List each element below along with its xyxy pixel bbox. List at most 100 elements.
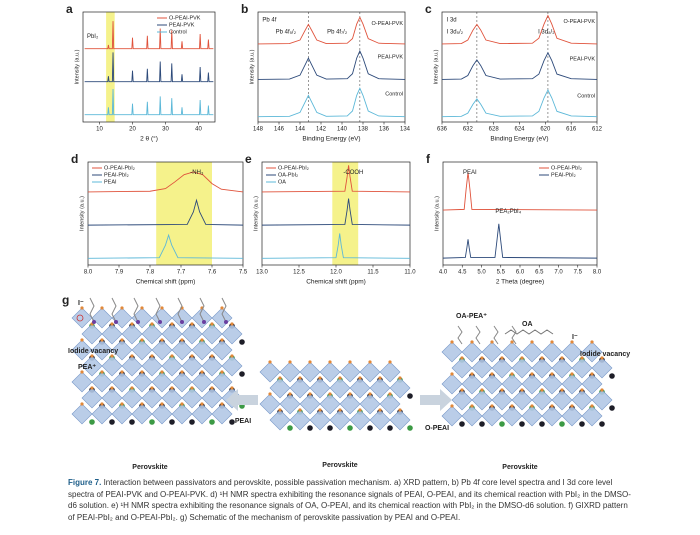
annotation: I 3d — [447, 17, 457, 23]
iodide — [140, 338, 144, 342]
y-axis-label: Intensity (a.u.) — [79, 196, 85, 231]
iodide — [540, 356, 544, 360]
oa-molecule — [457, 325, 463, 345]
x-tick-label: 632 — [463, 127, 474, 133]
spectrum-line — [257, 87, 406, 118]
x-tick-label: 4.5 — [458, 270, 467, 276]
octahedron — [191, 339, 213, 361]
octahedron — [171, 371, 193, 393]
iodide — [90, 354, 94, 358]
legend-label: OA — [278, 179, 286, 185]
octahedron — [481, 341, 503, 363]
iodide — [510, 340, 514, 344]
x-tick-label: 7.6 — [208, 270, 217, 276]
x-axis-label: 2 Theta (degree) — [496, 279, 544, 286]
x-tick-label: 144 — [295, 127, 306, 133]
x-tick-label: 11.5 — [367, 270, 379, 276]
plot-frame — [82, 11, 216, 123]
x-tick-label: 628 — [489, 127, 500, 133]
octahedron — [289, 377, 311, 399]
octahedron — [269, 409, 291, 431]
x-tick-label: 138 — [358, 127, 369, 133]
cation — [609, 405, 615, 411]
x-tick-label: 20 — [129, 127, 136, 133]
pea-molecule — [221, 297, 227, 323]
iodide — [80, 306, 84, 310]
annotation: I 3d₅/₂ — [447, 29, 464, 35]
x-tick-label: 10 — [96, 127, 103, 133]
plot-frame — [441, 11, 598, 123]
panel-letter: b — [241, 2, 248, 16]
octahedron — [279, 361, 301, 383]
oa-molecule — [511, 325, 517, 345]
iodide — [338, 408, 342, 412]
iodide — [120, 306, 124, 310]
octahedron — [551, 357, 573, 379]
octahedron — [591, 389, 613, 411]
spectrum-line — [87, 233, 244, 259]
octahedron — [309, 409, 331, 431]
octahedron — [501, 341, 523, 363]
iodide — [80, 370, 84, 374]
octahedron — [521, 341, 543, 363]
octahedron — [201, 387, 223, 409]
octahedron — [81, 355, 103, 377]
octahedron — [181, 387, 203, 409]
octahedron — [339, 393, 361, 415]
nitrogen — [224, 320, 228, 324]
octahedron — [191, 403, 213, 425]
iodide — [190, 386, 194, 390]
x-tick-label: 11.0 — [404, 270, 416, 276]
iodide — [288, 360, 292, 364]
octahedron — [71, 371, 93, 393]
x-tick-label: 148 — [253, 127, 264, 133]
iodide — [540, 388, 544, 392]
y-axis-label: Intensity (a.u.) — [74, 49, 80, 84]
iodide — [210, 322, 214, 326]
iodide — [550, 404, 554, 408]
iodide — [190, 354, 194, 358]
octahedron — [581, 405, 603, 427]
iodide — [570, 372, 574, 376]
acid-label: OA — [522, 321, 533, 328]
octahedron — [551, 389, 573, 411]
iodide — [130, 322, 134, 326]
schematic — [71, 297, 615, 431]
x-tick-label: 134 — [400, 127, 411, 133]
octahedron — [451, 357, 473, 379]
x-tick-label: 7.0 — [554, 270, 563, 276]
cation — [559, 421, 565, 427]
cation — [239, 371, 245, 377]
annotation: PbI₂ — [87, 34, 99, 40]
octahedron — [91, 339, 113, 361]
octahedron — [511, 357, 533, 379]
iodide — [200, 338, 204, 342]
octahedron — [161, 355, 183, 377]
iodide — [490, 340, 494, 344]
octahedron — [181, 355, 203, 377]
octahedron — [191, 371, 213, 393]
iodide — [318, 408, 322, 412]
octahedron — [531, 389, 553, 411]
iodide — [378, 376, 382, 380]
y-axis-label: Intensity (a.u.) — [253, 196, 259, 231]
iodide — [510, 404, 514, 408]
annotation: -NH₃ — [190, 170, 204, 176]
vacancy-label: Iodide vacancy — [68, 348, 118, 355]
octahedron — [441, 341, 463, 363]
iodide — [278, 408, 282, 412]
octahedron — [211, 339, 233, 361]
perovskite-label: Perovskite — [502, 464, 538, 471]
cation — [109, 419, 115, 425]
x-tick-label: 8.0 — [593, 270, 602, 276]
octahedron — [501, 373, 523, 395]
iodide — [520, 388, 524, 392]
y-axis-label: Intensity (a.u.) — [249, 49, 255, 84]
iodide — [398, 408, 402, 412]
octahedron — [279, 393, 301, 415]
octahedron — [441, 373, 463, 395]
octahedron — [71, 307, 93, 329]
x-tick-label: 7.5 — [574, 270, 583, 276]
x-tick-label: 636 — [437, 127, 448, 133]
x-tick-label: 8.0 — [84, 270, 93, 276]
